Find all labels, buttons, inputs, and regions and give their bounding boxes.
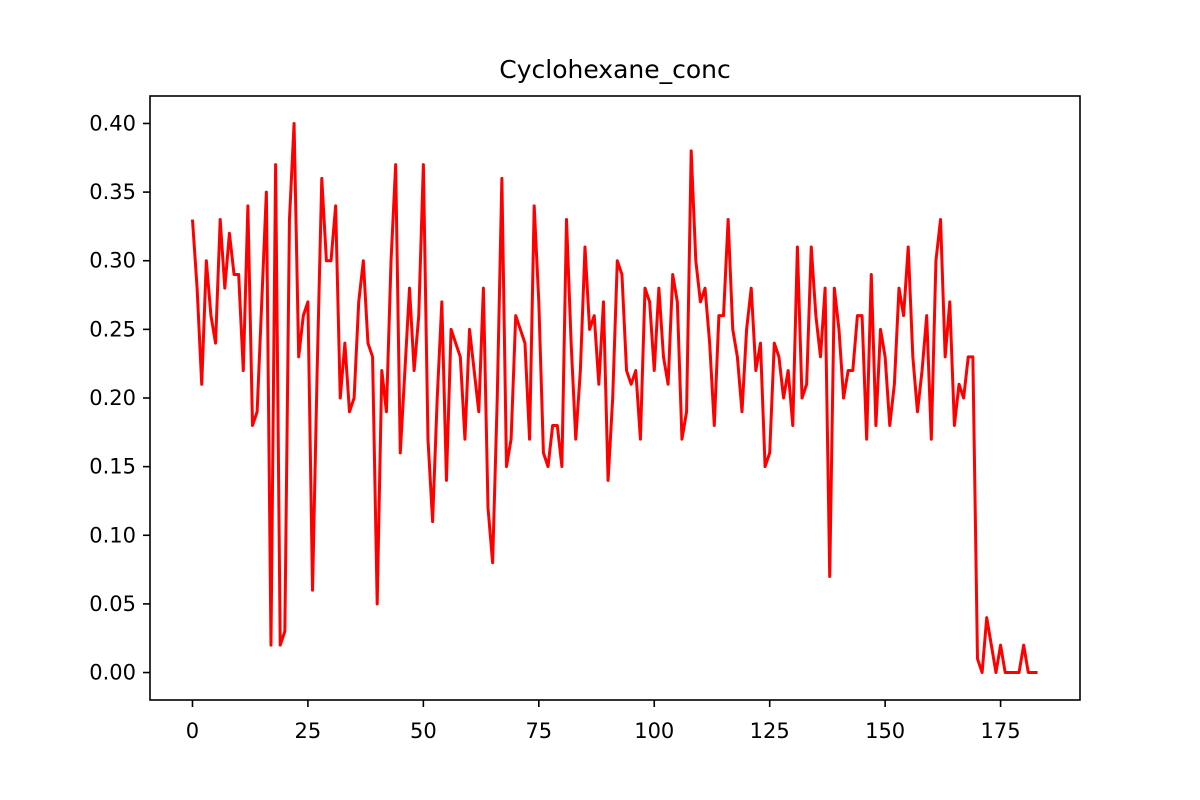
x-axis: 0 25 50 75 100 125 150 175 [186, 700, 1021, 743]
y-tick-label: 0.00 [89, 661, 136, 685]
x-tick-label: 75 [525, 719, 552, 743]
y-axis: 0.00 0.05 0.10 0.15 0.20 0.25 0.30 0.35 0.40 [89, 111, 150, 685]
x-tick-label: 175 [981, 719, 1021, 743]
y-tick-label: 0.15 [89, 455, 136, 479]
x-tick-label: 0 [186, 719, 199, 743]
y-tick-label: 0.20 [89, 386, 136, 410]
x-tick-label: 150 [865, 719, 905, 743]
series-layer [190, 121, 1038, 675]
y-tick-label: 0.35 [89, 180, 136, 204]
y-tick-label: 0.25 [89, 317, 136, 341]
y-tick-label: 0.10 [89, 523, 136, 547]
x-tick-label: 125 [750, 719, 790, 743]
x-tick-label: 50 [410, 719, 437, 743]
y-tick-label: 0.40 [89, 111, 136, 135]
plot-area-frame [149, 95, 1081, 701]
chart-title: Cyclohexane_conc [499, 55, 731, 84]
series-line [190, 121, 1038, 675]
y-tick-label: 0.05 [89, 592, 136, 616]
x-tick-label: 100 [634, 719, 674, 743]
x-tick-label: 25 [295, 719, 322, 743]
y-tick-label: 0.30 [89, 249, 136, 273]
